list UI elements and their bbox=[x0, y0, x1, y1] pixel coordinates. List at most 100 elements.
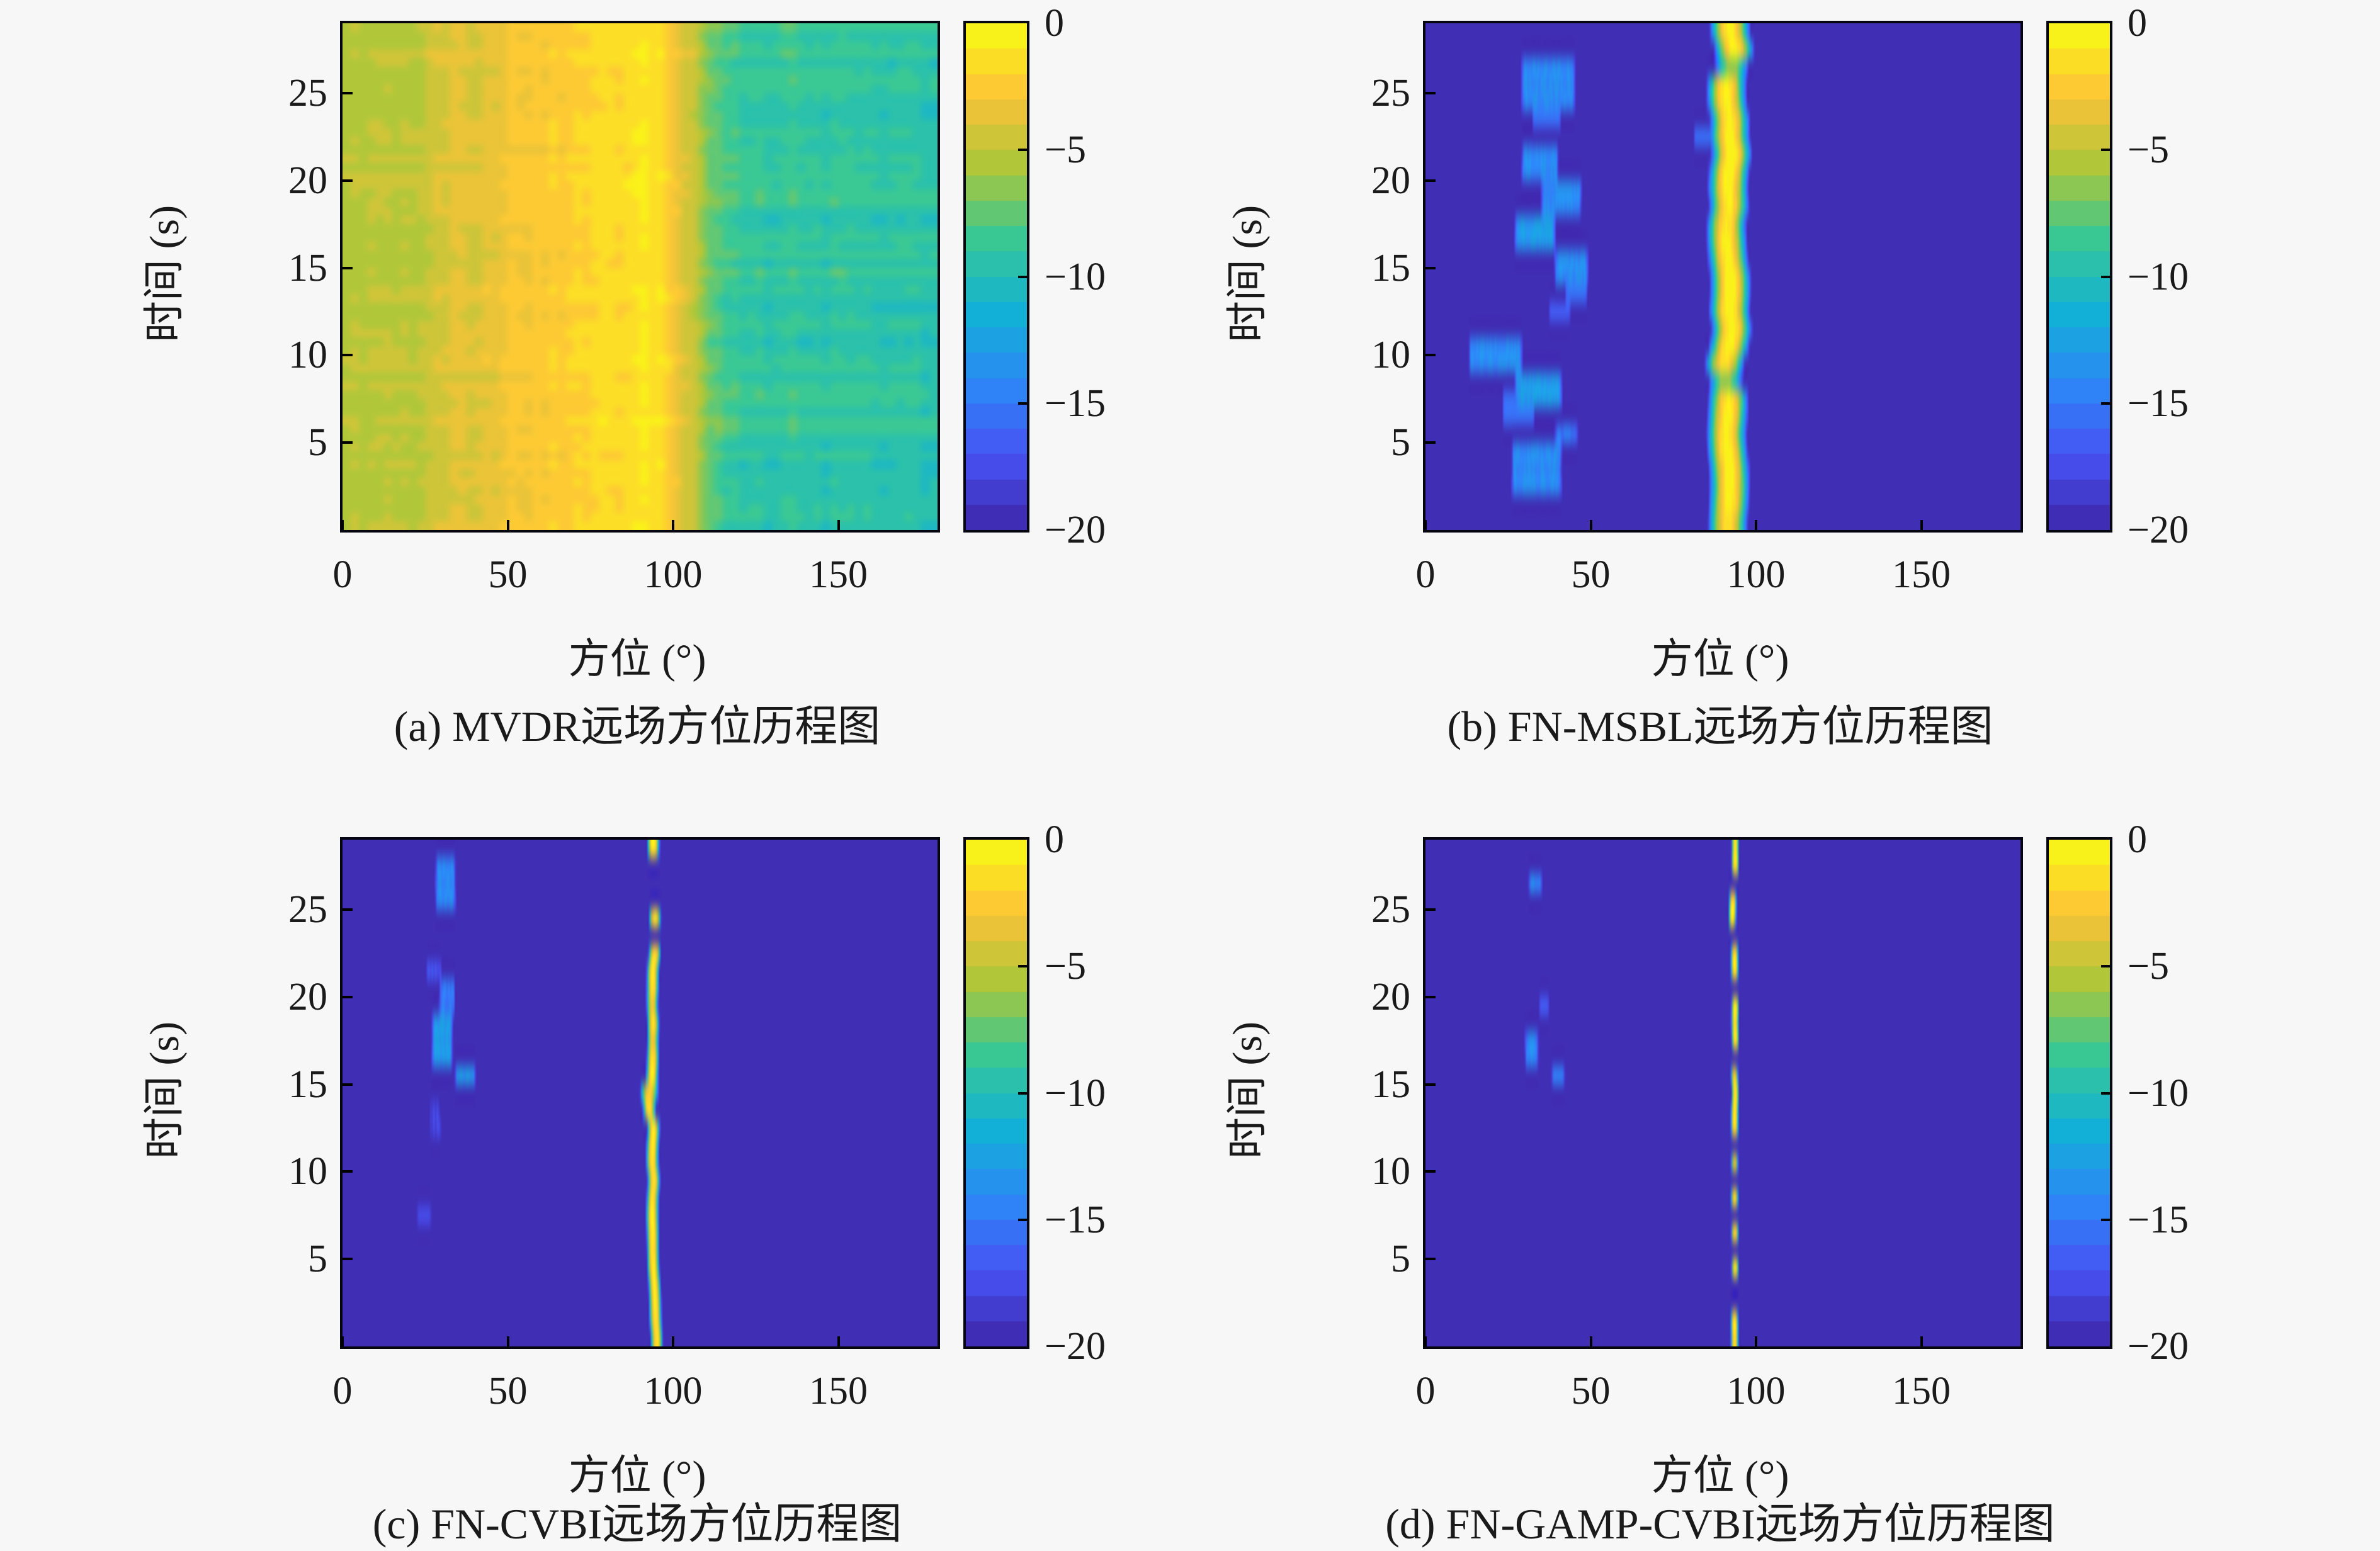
y-tick-label: 5 bbox=[308, 421, 327, 465]
y-axis-label: 时间 (s) bbox=[142, 1021, 188, 1159]
plot-area-b: 0 50 100 150 5 10 15 20 25 bbox=[1371, 21, 2023, 594]
x-tick-label: 50 bbox=[488, 1370, 528, 1413]
y-tick-label: 15 bbox=[288, 246, 327, 290]
colorbar-tick-label: −20 bbox=[1045, 509, 1106, 551]
figure-panel-d: 时间 (s) 0 50 100 150 5 10 15 20 25 0 −5 −10 −15 −20 方… bbox=[1190, 774, 2380, 1548]
x-tick-mark bbox=[672, 520, 674, 530]
y-tick-mark bbox=[1425, 179, 1436, 182]
colorbar-tick-label: 0 bbox=[1045, 818, 1064, 861]
x-tick-mark bbox=[1755, 1336, 1757, 1346]
x-tick-mark bbox=[1920, 1336, 1923, 1346]
x-tick-mark bbox=[1424, 520, 1427, 530]
y-tick-label: 5 bbox=[1391, 1238, 1410, 1281]
y-tick-label: 20 bbox=[1371, 159, 1410, 202]
y-tick-label: 20 bbox=[288, 975, 327, 1018]
y-tick-label: 10 bbox=[288, 334, 327, 377]
colorbar-tick-label: −20 bbox=[1045, 1325, 1106, 1368]
subfigure-caption-c: (c) FN-CVBI远场方位历程图 bbox=[372, 1500, 902, 1548]
y-tick-mark bbox=[1425, 266, 1436, 269]
x-tick-mark bbox=[837, 1336, 840, 1346]
x-tick-label: 150 bbox=[809, 1370, 868, 1413]
y-tick-mark bbox=[1425, 92, 1436, 95]
x-axis-label: 方位 (°) bbox=[568, 636, 706, 682]
figure-panel-b: 时间 (s) 0 50 100 150 5 10 15 20 25 0 −5 −10 −15 −20 方… bbox=[1190, 0, 2380, 774]
y-axis-label: 时间 (s) bbox=[1225, 1021, 1271, 1159]
x-tick-label: 0 bbox=[332, 553, 353, 596]
x-tick-label: 0 bbox=[1415, 1370, 1436, 1413]
y-tick-label: 20 bbox=[288, 159, 327, 202]
x-tick-label: 100 bbox=[643, 1370, 703, 1413]
colorbar-tick-mark bbox=[1018, 402, 1027, 405]
x-tick-mark bbox=[837, 520, 840, 530]
colorbar-tick-mark bbox=[1018, 1218, 1027, 1221]
colorbar-tick-mark bbox=[2101, 402, 2110, 405]
colorbar-canvas-d bbox=[2049, 840, 2110, 1346]
x-tick-label: 150 bbox=[1892, 553, 1951, 596]
y-tick-mark bbox=[343, 995, 353, 998]
x-tick-label: 150 bbox=[809, 553, 868, 596]
y-tick-label: 5 bbox=[1391, 421, 1410, 465]
heatmap-canvas-c bbox=[343, 840, 938, 1346]
x-tick-label: 100 bbox=[1726, 553, 1786, 596]
y-tick-mark bbox=[1425, 354, 1436, 357]
colorbar-tick-label: −20 bbox=[2128, 1325, 2189, 1368]
colorbar-tick-label: −10 bbox=[2128, 1071, 2189, 1115]
x-tick-mark bbox=[1589, 1336, 1592, 1346]
x-tick-mark bbox=[1920, 520, 1923, 530]
plot-area-c: 0 50 100 150 5 10 15 20 25 bbox=[288, 837, 940, 1411]
y-tick-label: 10 bbox=[1371, 1150, 1410, 1193]
y-tick-mark bbox=[343, 179, 353, 182]
colorbar-tick-label: −10 bbox=[1045, 1071, 1106, 1115]
colorbar-tick-label: −10 bbox=[2128, 255, 2189, 298]
colorbar-tick-label: −15 bbox=[1045, 381, 1106, 425]
y-tick-mark bbox=[1425, 441, 1436, 444]
colorbar-canvas-a bbox=[966, 23, 1027, 530]
subfigure-caption-d: (d) FN-GAMP-CVBI远场方位历程图 bbox=[1385, 1500, 2055, 1548]
x-tick-label: 50 bbox=[1571, 553, 1611, 596]
colorbar-tick-label: −10 bbox=[1045, 255, 1106, 298]
y-tick-mark bbox=[343, 908, 353, 911]
colorbar-d: 0 −5 −10 −15 −20 bbox=[2046, 820, 2189, 1366]
colorbar-a: 0 −5 −10 −15 −20 bbox=[963, 4, 1106, 550]
plot-area-d: 0 50 100 150 5 10 15 20 25 bbox=[1371, 837, 2023, 1411]
colorbar-tick-mark bbox=[2101, 1091, 2110, 1095]
y-tick-mark bbox=[1425, 1170, 1436, 1173]
y-tick-label: 5 bbox=[308, 1238, 327, 1281]
x-tick-mark bbox=[1424, 1336, 1427, 1346]
colorbar-tick-label: −20 bbox=[2128, 509, 2189, 551]
y-tick-label: 25 bbox=[288, 72, 327, 115]
x-tick-mark bbox=[1755, 520, 1757, 530]
x-tick-mark bbox=[341, 520, 344, 530]
y-tick-mark bbox=[1425, 1083, 1436, 1086]
colorbar-tick-mark bbox=[1018, 965, 1027, 968]
y-tick-label: 25 bbox=[1371, 888, 1410, 932]
colorbar-canvas-c bbox=[966, 840, 1027, 1346]
y-tick-mark bbox=[343, 1083, 353, 1086]
colorbar-tick-label: −5 bbox=[2128, 128, 2169, 172]
y-axis-label: 时间 (s) bbox=[142, 205, 188, 343]
colorbar-tick-label: −15 bbox=[1045, 1198, 1106, 1241]
y-tick-label: 15 bbox=[288, 1063, 327, 1106]
x-axis-label: 方位 (°) bbox=[1651, 1453, 1789, 1499]
y-tick-label: 25 bbox=[288, 888, 327, 932]
colorbar-tick-label: −15 bbox=[2128, 1198, 2189, 1241]
x-tick-mark bbox=[1589, 520, 1592, 530]
x-tick-mark bbox=[506, 520, 509, 530]
colorbar-tick-mark bbox=[1018, 275, 1027, 278]
y-tick-label: 15 bbox=[1371, 1063, 1410, 1106]
x-tick-label: 150 bbox=[1892, 1370, 1951, 1413]
x-tick-label: 0 bbox=[332, 1370, 353, 1413]
y-tick-label: 15 bbox=[1371, 246, 1410, 290]
x-tick-label: 50 bbox=[1571, 1370, 1611, 1413]
y-tick-mark bbox=[343, 92, 353, 95]
subfigure-caption-b: (b) FN-MSBL远场方位历程图 bbox=[1447, 702, 1993, 750]
x-tick-mark bbox=[506, 1336, 509, 1346]
heatmap-canvas-d bbox=[1425, 840, 2020, 1346]
y-axis-label: 时间 (s) bbox=[1225, 205, 1271, 343]
y-tick-mark bbox=[343, 266, 353, 269]
y-tick-mark bbox=[343, 1170, 353, 1173]
y-tick-mark bbox=[1425, 908, 1436, 911]
y-tick-mark bbox=[343, 354, 353, 357]
figure-panel-a: 时间 (s) 0 50 100 150 5 10 15 20 25 0 −5 −10 −15 −20 方… bbox=[0, 0, 1190, 774]
colorbar-tick-mark bbox=[1018, 149, 1027, 152]
